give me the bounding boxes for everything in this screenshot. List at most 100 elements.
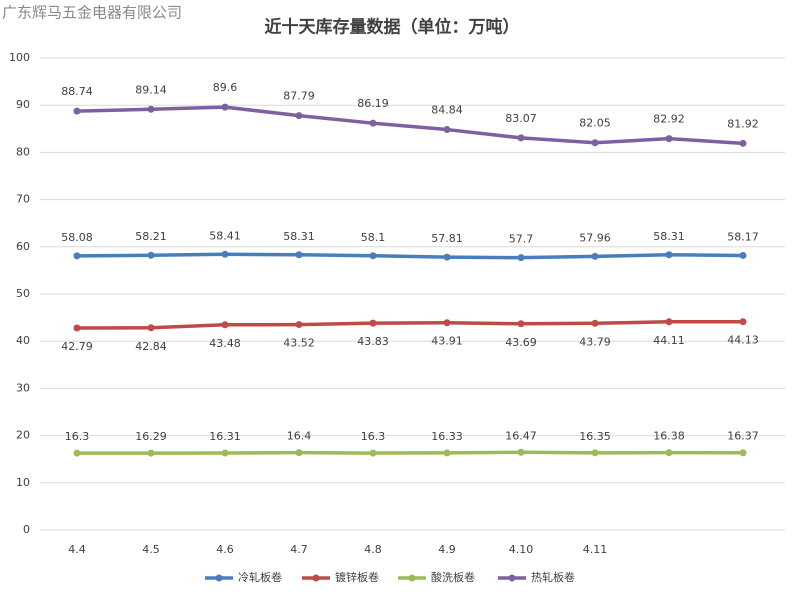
data-point xyxy=(295,321,303,329)
data-label: 43.48 xyxy=(209,337,241,350)
legend-marker xyxy=(508,574,516,582)
data-label: 43.79 xyxy=(579,335,611,348)
data-point xyxy=(517,320,525,328)
series-line xyxy=(76,450,744,455)
data-point xyxy=(739,139,747,147)
legend-label: 冷轧板卷 xyxy=(238,570,282,584)
x-tick-label: 4.7 xyxy=(290,543,308,556)
data-point xyxy=(665,135,673,143)
data-label: 43.83 xyxy=(357,335,389,348)
data-label: 83.07 xyxy=(505,112,537,125)
watermark: 广东辉马五金电器有限公司 xyxy=(2,4,182,22)
data-label: 84.84 xyxy=(431,104,463,117)
data-label: 16.31 xyxy=(209,430,241,443)
y-tick-label: 0 xyxy=(23,523,30,536)
data-point xyxy=(369,119,377,127)
x-tick-label: 4.8 xyxy=(364,543,382,556)
data-label: 16.3 xyxy=(361,430,386,443)
data-label: 58.31 xyxy=(283,230,315,243)
data-label: 89.6 xyxy=(213,81,238,94)
data-point xyxy=(73,449,81,457)
data-label: 16.38 xyxy=(653,430,685,443)
data-point xyxy=(369,252,377,260)
data-label: 42.84 xyxy=(135,340,167,353)
y-tick-label: 20 xyxy=(16,429,30,442)
data-point xyxy=(73,107,81,115)
data-point xyxy=(665,318,673,326)
data-label: 57.81 xyxy=(431,232,463,245)
data-point xyxy=(665,449,673,457)
data-label: 57.7 xyxy=(509,233,534,246)
data-label: 58.08 xyxy=(61,231,93,244)
data-label: 16.35 xyxy=(579,430,611,443)
data-point xyxy=(221,103,229,111)
y-tick-label: 80 xyxy=(16,145,30,158)
data-point xyxy=(369,319,377,327)
data-label: 44.11 xyxy=(653,334,685,347)
data-label: 43.52 xyxy=(283,337,315,350)
legend-label: 热轧板卷 xyxy=(531,570,575,584)
y-tick-label: 10 xyxy=(16,476,30,489)
data-point xyxy=(295,112,303,120)
data-point xyxy=(517,448,525,456)
data-label: 42.79 xyxy=(61,340,93,353)
data-point xyxy=(517,134,525,142)
data-label: 58.1 xyxy=(361,231,386,244)
data-label: 58.41 xyxy=(209,229,241,242)
data-label: 16.33 xyxy=(431,430,463,443)
data-label: 58.31 xyxy=(653,230,685,243)
data-point xyxy=(147,105,155,113)
series-line xyxy=(76,319,744,330)
data-point xyxy=(73,324,81,332)
data-point xyxy=(369,449,377,457)
data-label: 82.05 xyxy=(579,117,611,130)
legend-label: 酸洗板卷 xyxy=(431,570,475,584)
data-point xyxy=(221,250,229,258)
data-point xyxy=(739,251,747,259)
y-tick-label: 40 xyxy=(16,334,30,347)
x-tick-label: 4.6 xyxy=(216,543,234,556)
data-point xyxy=(147,324,155,332)
data-point xyxy=(73,252,81,260)
series-line xyxy=(76,105,744,146)
y-tick-label: 50 xyxy=(16,287,30,300)
data-point xyxy=(591,319,599,327)
y-tick-label: 100 xyxy=(9,51,30,64)
data-label: 16.29 xyxy=(135,430,167,443)
data-label: 58.17 xyxy=(727,230,759,243)
data-label: 16.3 xyxy=(65,430,90,443)
data-point xyxy=(221,321,229,329)
data-label: 88.74 xyxy=(61,85,93,98)
data-point xyxy=(147,449,155,457)
data-label: 82.92 xyxy=(653,113,685,126)
data-label: 58.21 xyxy=(135,230,167,243)
x-tick-label: 4.5 xyxy=(142,543,160,556)
data-label: 87.79 xyxy=(283,90,315,103)
data-label: 16.37 xyxy=(727,430,759,443)
data-point xyxy=(443,449,451,457)
legend-label: 镀锌板卷 xyxy=(335,570,379,584)
data-point xyxy=(443,319,451,327)
data-point xyxy=(591,139,599,147)
data-point xyxy=(739,318,747,326)
y-tick-label: 30 xyxy=(16,381,30,394)
data-label: 81.92 xyxy=(727,117,759,130)
legend-marker xyxy=(215,574,223,582)
chart-title: 近十天库存量数据（单位：万吨） xyxy=(265,17,520,38)
y-tick-label: 70 xyxy=(16,193,30,206)
data-point xyxy=(591,449,599,457)
series-line xyxy=(76,252,744,260)
data-label: 43.69 xyxy=(505,336,537,349)
legend-marker xyxy=(408,574,416,582)
data-label: 16.4 xyxy=(287,430,312,443)
data-point xyxy=(147,251,155,259)
x-tick-label: 4.10 xyxy=(509,543,534,556)
data-label: 57.96 xyxy=(579,231,611,244)
x-tick-label: 4.9 xyxy=(438,543,456,556)
data-label: 89.14 xyxy=(135,83,167,96)
data-label: 16.47 xyxy=(505,429,537,442)
data-point xyxy=(295,449,303,457)
data-label: 43.91 xyxy=(431,335,463,348)
data-label: 86.19 xyxy=(357,97,389,110)
